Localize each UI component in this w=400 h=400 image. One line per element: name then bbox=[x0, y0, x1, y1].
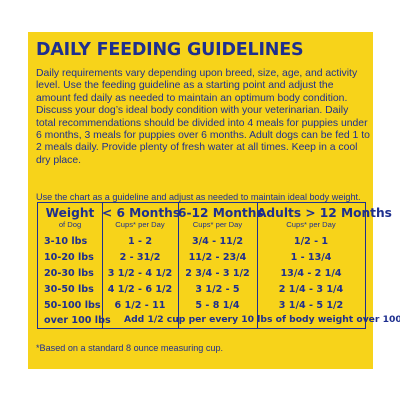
header-under-6-months: < 6 Months Cups* per Day bbox=[102, 206, 181, 230]
row-adult: 1 - 13/4 bbox=[290, 252, 332, 263]
header-6-12-label: 6-12 Months bbox=[178, 206, 264, 220]
row-under6: 3 1/2 - 4 1/2 bbox=[107, 268, 173, 279]
row-6to12: 11/2 - 23/4 bbox=[188, 252, 247, 263]
row-6to12: 3 1/2 - 5 bbox=[195, 284, 240, 295]
row-6to12: 3/4 - 11/2 bbox=[191, 236, 244, 247]
row-adult: 2 1/4 - 3 1/4 bbox=[278, 284, 344, 295]
row-adult: 1/2 - 1 bbox=[293, 236, 329, 247]
header-adults-label: Adults > 12 Months bbox=[257, 206, 392, 220]
over-100-note: Add 1/2 cup per every 10 lbs of body wei… bbox=[124, 314, 400, 325]
intro-paragraph: Daily requirements vary depending upon b… bbox=[36, 68, 370, 166]
row-adult: 3 1/4 - 5 1/2 bbox=[278, 300, 344, 311]
header-weight-label: Weight bbox=[45, 206, 95, 220]
row-weight-over-100: over 100 lbs bbox=[44, 315, 111, 326]
row-weight: 20-30 lbs bbox=[44, 268, 94, 279]
row-6to12: 5 - 8 1/4 bbox=[195, 300, 240, 311]
row-under6: 6 1/2 - 11 bbox=[114, 300, 166, 311]
row-adult: 13/4 - 2 1/4 bbox=[280, 268, 342, 279]
column-divider bbox=[102, 203, 103, 328]
row-weight: 50-100 lbs bbox=[44, 300, 101, 311]
column-divider bbox=[257, 203, 258, 328]
row-under6: 4 1/2 - 6 1/2 bbox=[107, 284, 173, 295]
header-adults: Adults > 12 Months Cups* per Day bbox=[257, 206, 392, 230]
footnote: *Based on a standard 8 ounce measuring c… bbox=[36, 343, 224, 353]
row-weight: 30-50 lbs bbox=[44, 284, 94, 295]
header-weight: Weight of Dog bbox=[38, 206, 102, 230]
page-title: DAILY FEEDING GUIDELINES bbox=[36, 40, 304, 60]
column-divider bbox=[178, 203, 179, 328]
header-under-6-sub: Cups* per Day bbox=[115, 220, 165, 229]
row-6to12: 2 3/4 - 3 1/2 bbox=[185, 268, 250, 279]
feeding-table: Weight of Dog < 6 Months Cups* per Day 6… bbox=[37, 202, 400, 329]
header-6-12-sub: Cups* per Day bbox=[192, 220, 243, 229]
header-6-12-months: 6-12 Months Cups* per Day bbox=[178, 206, 264, 230]
row-weight: 3-10 lbs bbox=[44, 236, 88, 247]
header-weight-sub: of Dog bbox=[58, 220, 82, 229]
header-under-6-label: < 6 Months bbox=[102, 206, 181, 220]
row-under6: 1 - 2 bbox=[127, 236, 152, 247]
header-adults-sub: Cups* per Day bbox=[286, 220, 336, 229]
row-weight: 10-20 lbs bbox=[44, 252, 94, 263]
row-under6: 2 - 31/2 bbox=[119, 252, 161, 263]
feeding-guidelines-panel: DAILY FEEDING GUIDELINES Daily requireme… bbox=[28, 32, 400, 369]
chart-note: Use the chart as a guideline and adjust … bbox=[36, 192, 361, 202]
